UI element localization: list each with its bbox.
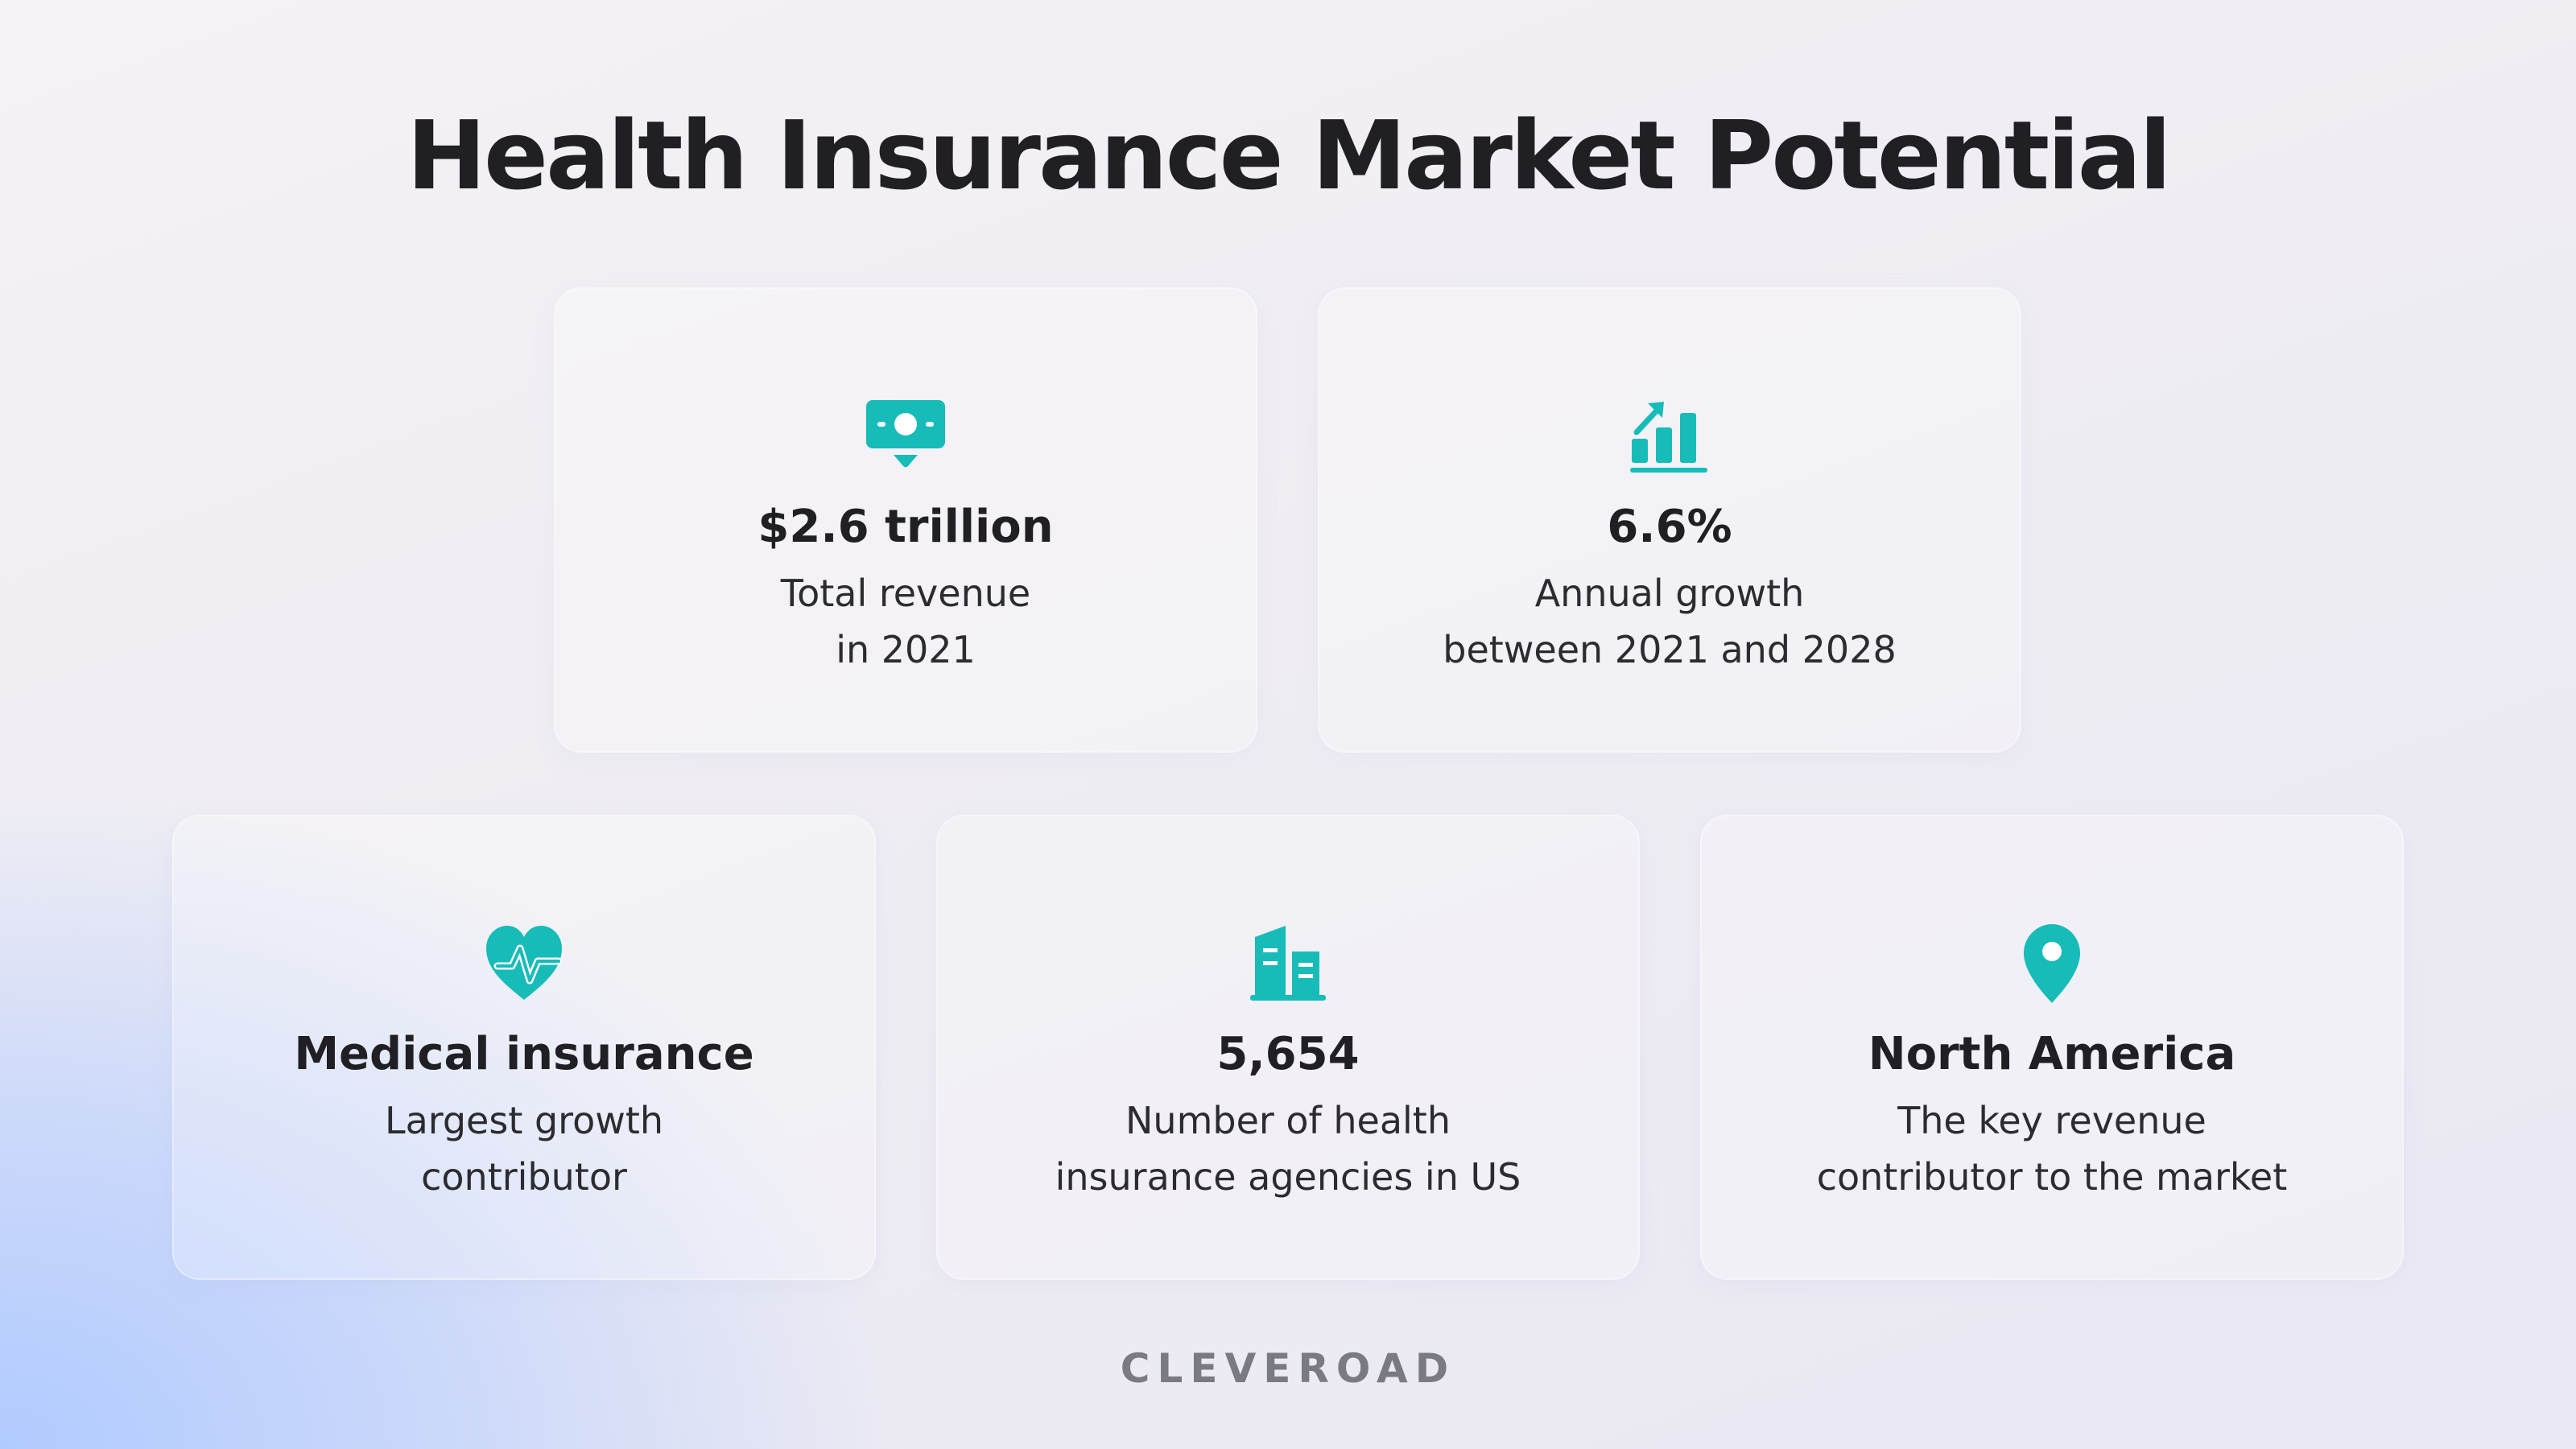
stat-description: Annual growth between 2021 and 2028	[1318, 565, 2021, 678]
stat-card-total-revenue: $2.6 trillion Total revenue in 2021	[554, 287, 1257, 753]
growth-chart-icon	[1625, 392, 1714, 481]
stat-description-line: in 2021	[836, 628, 976, 671]
stat-description-line: Annual growth	[1534, 572, 1805, 615]
stat-description-line: between 2021 and 2028	[1443, 628, 1897, 671]
location-pin-icon	[2008, 919, 2096, 1008]
stat-description-line: insurance agencies in US	[1055, 1155, 1521, 1199]
stat-card-medical-insurance: Medical insurance Largest growth contrib…	[172, 815, 876, 1280]
brand-logo: CLEVEROAD	[1120, 1345, 1456, 1392]
stat-description: Largest growth contributor	[172, 1092, 876, 1205]
stat-description-line: Number of health	[1125, 1099, 1451, 1142]
money-icon	[861, 392, 950, 481]
stat-description-line: contributor	[421, 1155, 627, 1199]
stat-value: North America	[1868, 1028, 2236, 1080]
stat-card-agencies: 5,654 Number of health insurance agencie…	[936, 815, 1640, 1280]
stat-description-line: contributor to the market	[1816, 1155, 2288, 1199]
stat-description: Total revenue in 2021	[554, 565, 1257, 678]
stat-value: 6.6%	[1607, 501, 1732, 553]
stat-description-line: Largest growth	[384, 1099, 664, 1142]
page-title: Health Insurance Market Potential	[407, 100, 2171, 211]
stat-value: 5,654	[1216, 1028, 1360, 1080]
stat-description-line: The key revenue	[1897, 1099, 2207, 1142]
stat-description-line: Total revenue	[780, 572, 1031, 615]
buildings-icon	[1244, 919, 1332, 1008]
stat-card-north-america: North America The key revenue contributo…	[1700, 815, 2404, 1280]
stat-value: Medical insurance	[294, 1028, 754, 1080]
stat-card-annual-growth: 6.6% Annual growth between 2021 and 2028	[1318, 287, 2021, 753]
heart-pulse-icon	[480, 919, 568, 1008]
stat-description: The key revenue contributor to the marke…	[1700, 1092, 2404, 1205]
stat-value: $2.6 trillion	[758, 501, 1054, 553]
stat-description: Number of health insurance agencies in U…	[936, 1092, 1640, 1205]
